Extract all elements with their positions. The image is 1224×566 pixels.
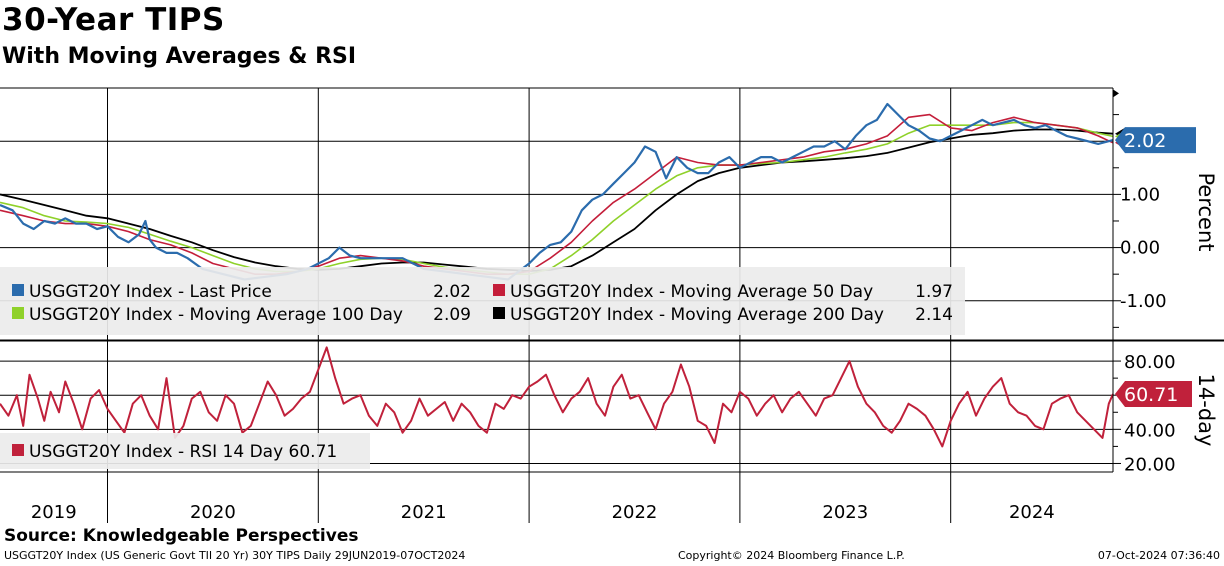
price-y-tick-label: 1.00 — [1120, 184, 1160, 205]
x-tick-label: 2021 — [401, 502, 447, 523]
last-value-tags: 2.02 60.71 — [1115, 127, 1196, 407]
legend-label: USGGT20Y Index - Moving Average 200 Day — [510, 305, 884, 325]
legend-label: USGGT20Y Index - Moving Average 100 Day — [29, 305, 403, 325]
rsi-y-axis-label: 14-day — [1194, 374, 1218, 447]
series-line-last-price — [0, 102, 1114, 281]
legend-value: 2.02 — [433, 282, 471, 302]
last-value-tag-rsi — [1115, 380, 1192, 407]
series-line-moving-average-100-day — [0, 121, 1114, 276]
chart-subtitle: With Moving Averages & RSI — [2, 44, 357, 69]
chart-legends: USGGT20Y Index - Last Price 2.02 USGGT20Y … — [0, 267, 965, 469]
legend-swatch — [12, 284, 24, 296]
timestamp: 07-Oct-2024 07:36:40 — [1097, 549, 1220, 562]
rsi-panel-lines — [0, 346, 1114, 448]
price-y-tick-label: 0.00 — [1120, 238, 1160, 259]
axis-arrow-marker — [1113, 89, 1119, 98]
legend-value: 2.14 — [915, 305, 953, 325]
series-line-moving-average-200-day — [0, 128, 1114, 272]
rsi-y-tick-label: 20.00 — [1124, 454, 1176, 475]
x-tick-label: 2020 — [190, 502, 236, 523]
security-description: USGGT20Y Index (US Generic Govt TII 20 Y… — [4, 549, 466, 562]
x-tick-label: 2022 — [612, 502, 658, 523]
legend-value: 1.97 — [915, 282, 953, 302]
copyright-note: Copyright© 2024 Bloomberg Finance L.P. — [678, 549, 905, 562]
x-tick-label: 2019 — [31, 502, 77, 523]
legend-label: USGGT20Y Index - Last Price — [29, 282, 272, 302]
rsi-legend-box — [0, 433, 370, 469]
rsi-y-tick-label: 80.00 — [1124, 352, 1176, 373]
price-legend-box — [0, 267, 965, 335]
last-value-tag-rsi-label: 60.71 — [1124, 384, 1178, 406]
series-line-rsi-14-day — [0, 346, 1114, 448]
series-line-moving-average-50-day — [0, 113, 1114, 276]
price-y-axis-label: Percent — [1194, 172, 1218, 251]
rsi-y-tick-label: 40.00 — [1124, 420, 1176, 441]
last-value-tag-price-label: 2.02 — [1124, 130, 1166, 152]
price-panel-lines — [0, 102, 1114, 281]
legend-swatch — [493, 284, 505, 296]
source-note: Source: Knowledgeable Perspectives — [4, 526, 359, 546]
x-tick-label: 2023 — [822, 502, 868, 523]
legend-swatch — [12, 307, 24, 319]
chart-title: 30-Year TIPS — [2, 2, 225, 38]
legend-swatch — [493, 307, 505, 319]
chart-axes: 2019 2020 2021 2022 2023 2024 1.00 0.00 -1.00 Per… — [0, 87, 1224, 523]
legend-value: 2.09 — [433, 305, 471, 325]
legend-swatch — [12, 444, 24, 456]
legend-label: USGGT20Y Index - Moving Average 50 Day — [510, 282, 873, 302]
legend-label: USGGT20Y Index - RSI 14 Day 60.71 — [29, 442, 337, 462]
x-tick-label: 2024 — [1009, 502, 1055, 523]
price-y-tick-label: -1.00 — [1120, 291, 1167, 312]
last-value-tag-price — [1115, 127, 1196, 154]
